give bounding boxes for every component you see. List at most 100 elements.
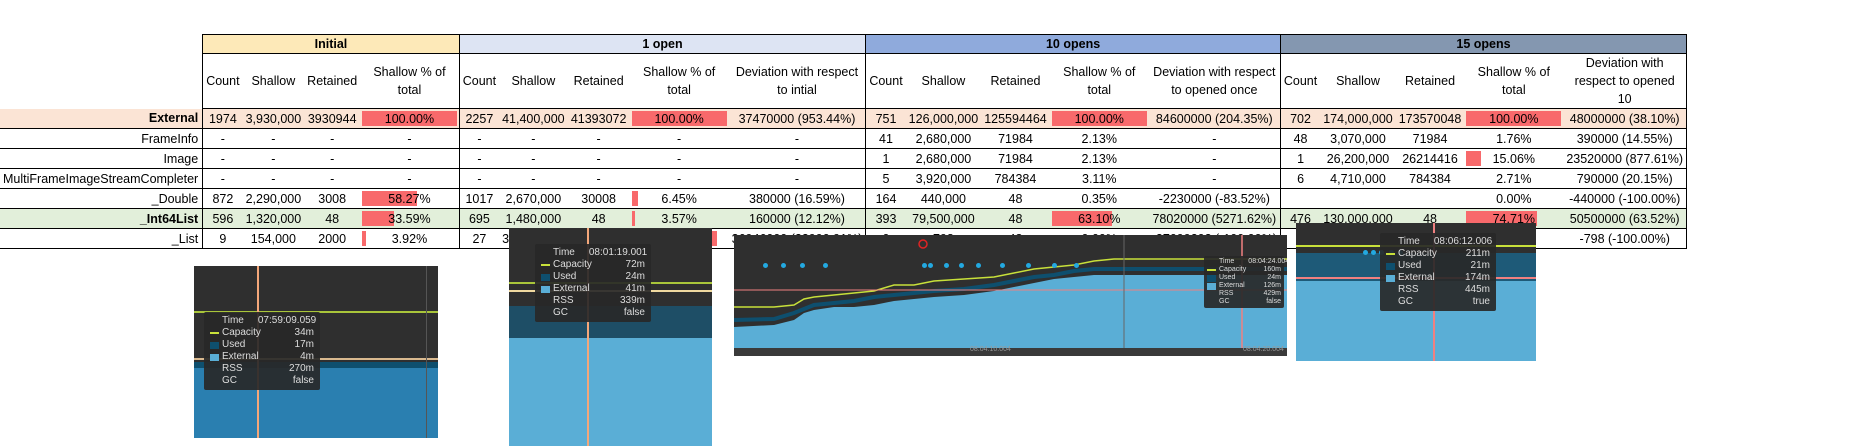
tooltip-value: 07:59:09.059 bbox=[257, 315, 317, 326]
percent-cell: 100.00% bbox=[360, 108, 460, 129]
column-header: Shallow % of total bbox=[1464, 53, 1564, 109]
memory-chart-panel-1: Time 07:59:09.059 Capacity 34m Used 17m Extern… bbox=[194, 266, 438, 438]
table-cell: 48 bbox=[1279, 128, 1321, 149]
tooltip-value: 24m bbox=[1267, 274, 1281, 281]
percent-value: 3.11% bbox=[1082, 171, 1117, 186]
column-header: Deviation with respect to opened 10 bbox=[1563, 53, 1688, 109]
table-cell: 3,070,000 bbox=[1320, 128, 1396, 149]
time-tick-label: 08:04:10.004 bbox=[970, 346, 1011, 353]
table-cell: 2000 bbox=[304, 228, 361, 249]
tooltip-row: GC true bbox=[1386, 296, 1490, 308]
tooltip-key: RSS bbox=[1398, 284, 1419, 295]
percent-cell: 1.76% bbox=[1464, 128, 1564, 149]
percent-value: 74.71% bbox=[1492, 211, 1536, 226]
gc-dot bbox=[823, 263, 828, 268]
memory-chart-svg bbox=[734, 235, 1287, 356]
tooltip-row: Capacity 160m bbox=[1207, 266, 1281, 274]
tooltip-key: GC bbox=[1398, 296, 1413, 307]
percent-value: 6.45% bbox=[661, 191, 697, 206]
percent-value: 2.13% bbox=[1081, 151, 1117, 166]
tooltip-key: GC bbox=[1219, 298, 1230, 305]
row-label: External bbox=[0, 108, 204, 129]
percent-cell: 63.10% bbox=[1049, 208, 1149, 229]
group-header: 15 opens bbox=[1279, 34, 1688, 54]
table-cell: - bbox=[567, 128, 630, 149]
data-bar bbox=[362, 231, 366, 246]
table-cell: - bbox=[458, 168, 500, 189]
table-cell: 790000 (20.15%) bbox=[1563, 168, 1688, 189]
tooltip-value: true bbox=[1472, 296, 1490, 307]
memory-chart-panel-3: 08:04:10.004 08:04:20.004 Time 08:04:24.0… bbox=[734, 235, 1287, 356]
tooltip-value: 24m bbox=[625, 271, 645, 282]
legend-swatch-icon bbox=[1386, 262, 1395, 270]
table-cell: 174,000,000 bbox=[1320, 108, 1396, 129]
legend-swatch-icon bbox=[210, 341, 219, 349]
table-cell: 2,290,000 bbox=[242, 188, 305, 209]
table-cell: - bbox=[242, 148, 305, 169]
percent-cell: 3.92% bbox=[360, 228, 460, 249]
percent-value: 0.00% bbox=[1496, 191, 1532, 206]
table-cell: 154,000 bbox=[242, 228, 305, 249]
data-bar bbox=[362, 191, 418, 206]
table-cell: 160000 (12.12%) bbox=[728, 208, 867, 229]
percent-cell: 6.45% bbox=[629, 188, 729, 209]
tooltip-key: Used bbox=[1398, 260, 1422, 271]
tooltip-value: false bbox=[623, 307, 645, 318]
memory-chart-panel-4: Time 08:06:12.006 Capacity 211m Used 21m Exter… bbox=[1296, 223, 1536, 361]
table-cell: 1,320,000 bbox=[242, 208, 305, 229]
table-cell: 3,920,000 bbox=[905, 168, 982, 189]
tooltip-key: External bbox=[222, 351, 259, 362]
column-header: Shallow bbox=[499, 53, 568, 109]
external-area bbox=[734, 275, 1287, 350]
table-cell: 2,680,000 bbox=[905, 128, 982, 149]
table-cell: 702 bbox=[1279, 108, 1321, 129]
percent-cell: 2.71% bbox=[1464, 168, 1564, 189]
group-header: Initial bbox=[202, 34, 460, 54]
tooltip-key: Time bbox=[1219, 258, 1235, 265]
table-cell: - bbox=[202, 148, 243, 169]
table-cell: - bbox=[202, 128, 243, 149]
gc-dot bbox=[1363, 250, 1368, 255]
table-cell: - bbox=[458, 148, 500, 169]
data-bar bbox=[1466, 211, 1538, 226]
table-cell: -440000 (-100.00%) bbox=[1563, 188, 1688, 209]
gc-dot bbox=[922, 263, 927, 268]
table-cell: 71984 bbox=[1395, 128, 1465, 149]
tooltip-value: false bbox=[1266, 298, 1281, 305]
table-cell: - bbox=[202, 168, 243, 189]
tooltip-value: 174m bbox=[1464, 272, 1490, 283]
column-header: Shallow % of total bbox=[360, 53, 460, 109]
table-cell: - bbox=[567, 148, 630, 169]
table-cell: 4,710,000 bbox=[1320, 168, 1396, 189]
tooltip-row: Time 07:59:09.059 bbox=[210, 315, 317, 327]
capacity-line bbox=[734, 258, 1287, 308]
table-cell: 390000 (14.55%) bbox=[1563, 128, 1688, 149]
tooltip: Time 08:04:24.004 Capacity 160m Used 24m Exter… bbox=[1204, 256, 1287, 308]
percent-value: 2.13% bbox=[1081, 131, 1117, 146]
tooltip: Time 08:01:19.001 Capacity 72m Used 24m Extern… bbox=[535, 244, 651, 322]
table-cell: 1,480,000 bbox=[499, 208, 568, 229]
tooltip-row: GC false bbox=[210, 375, 314, 387]
table-cell: - bbox=[242, 128, 305, 149]
table-cell: - bbox=[629, 148, 729, 169]
tooltip-key: Capacity bbox=[553, 259, 592, 270]
tooltip-key: Capacity bbox=[222, 327, 261, 338]
table-cell: 1 bbox=[865, 148, 906, 169]
table-cell: 872 bbox=[202, 188, 243, 209]
table-cell: 71984 bbox=[981, 148, 1050, 169]
tooltip-key: External bbox=[1219, 282, 1245, 289]
tooltip-value: 429m bbox=[1263, 290, 1281, 297]
legend-swatch-icon bbox=[1207, 282, 1216, 290]
tooltip-key: RSS bbox=[553, 295, 574, 306]
tooltip-key: Time bbox=[1398, 236, 1420, 247]
tooltip-value: 41m bbox=[625, 283, 645, 294]
table-cell: 126,000,000 bbox=[905, 108, 982, 129]
table-cell: - bbox=[304, 168, 361, 189]
percent-value: 2.71% bbox=[1496, 171, 1532, 186]
table-cell: 5 bbox=[865, 168, 906, 189]
table-row: Image - - - - - - - - -1 2,680,000 71984 2.13% -1 26,2… bbox=[0, 148, 1688, 169]
tooltip-row: Used 17m bbox=[210, 339, 314, 351]
table-cell: 380000 (16.59%) bbox=[728, 188, 867, 209]
tooltip-row: External 174m bbox=[1386, 272, 1490, 284]
column-header: Count bbox=[458, 53, 500, 109]
